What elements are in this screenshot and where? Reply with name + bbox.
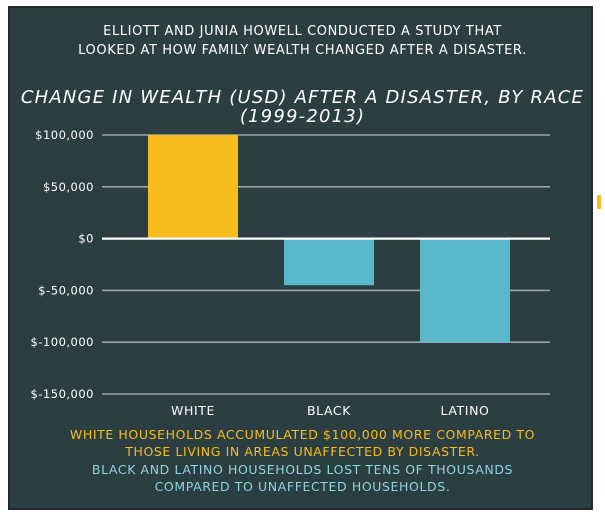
y-tick-label: $-100,000 — [30, 335, 94, 349]
bar-latino — [420, 238, 510, 343]
other-note-line-1: BLACK AND LATINO HOUSEHOLDS LOST TENS OF… — [91, 462, 514, 477]
chart-title: CHANGE IN WEALTH (USD) AFTER A DISASTER,… — [10, 88, 595, 126]
edge-mark — [597, 195, 601, 209]
other-note-line-2: COMPARED TO UNAFFECTED HOUSEHOLDS. — [154, 479, 451, 494]
black-latino-households-note: BLACK AND LATINO HOUSEHOLDS LOST TENS OF… — [10, 461, 595, 495]
x-tick-label: WHITE — [171, 403, 215, 418]
y-tick-label: $-150,000 — [30, 387, 94, 401]
bar-white — [148, 135, 238, 239]
bar-black — [284, 238, 374, 286]
y-tick-label: $50,000 — [43, 180, 94, 194]
x-tick-label: BLACK — [307, 403, 351, 418]
y-tick-label: $0 — [78, 232, 94, 246]
white-note-line-2: THOSE LIVING IN AREAS UNAFFECTED BY DISA… — [125, 444, 480, 459]
infographic-panel: ELLIOTT AND JUNIA HOWELL CONDUCTED A STU… — [8, 6, 593, 510]
intro-line-1: ELLIOTT AND JUNIA HOWELL CONDUCTED A STU… — [103, 24, 502, 39]
white-households-note: WHITE HOUSEHOLDS ACCUMULATED $100,000 MO… — [10, 426, 595, 460]
bar-chart: $100,000 $50,000 $0 $-50,000 $-100,000 $-150,… — [30, 128, 550, 418]
y-tick-label: $100,000 — [35, 128, 94, 142]
intro-line-2: LOOKED AT HOW FAMILY WEALTH CHANGED AFTE… — [78, 43, 527, 58]
intro-text: ELLIOTT AND JUNIA HOWELL CONDUCTED A STU… — [10, 22, 595, 60]
y-tick-label: $-50,000 — [38, 283, 94, 297]
chart-title-line-2: (1999-2013) — [239, 106, 366, 127]
white-note-line-1: WHITE HOUSEHOLDS ACCUMULATED $100,000 MO… — [69, 427, 536, 442]
chart-title-line-1: CHANGE IN WEALTH (USD) AFTER A DISASTER,… — [20, 87, 585, 108]
x-tick-label: LATINO — [441, 403, 490, 418]
